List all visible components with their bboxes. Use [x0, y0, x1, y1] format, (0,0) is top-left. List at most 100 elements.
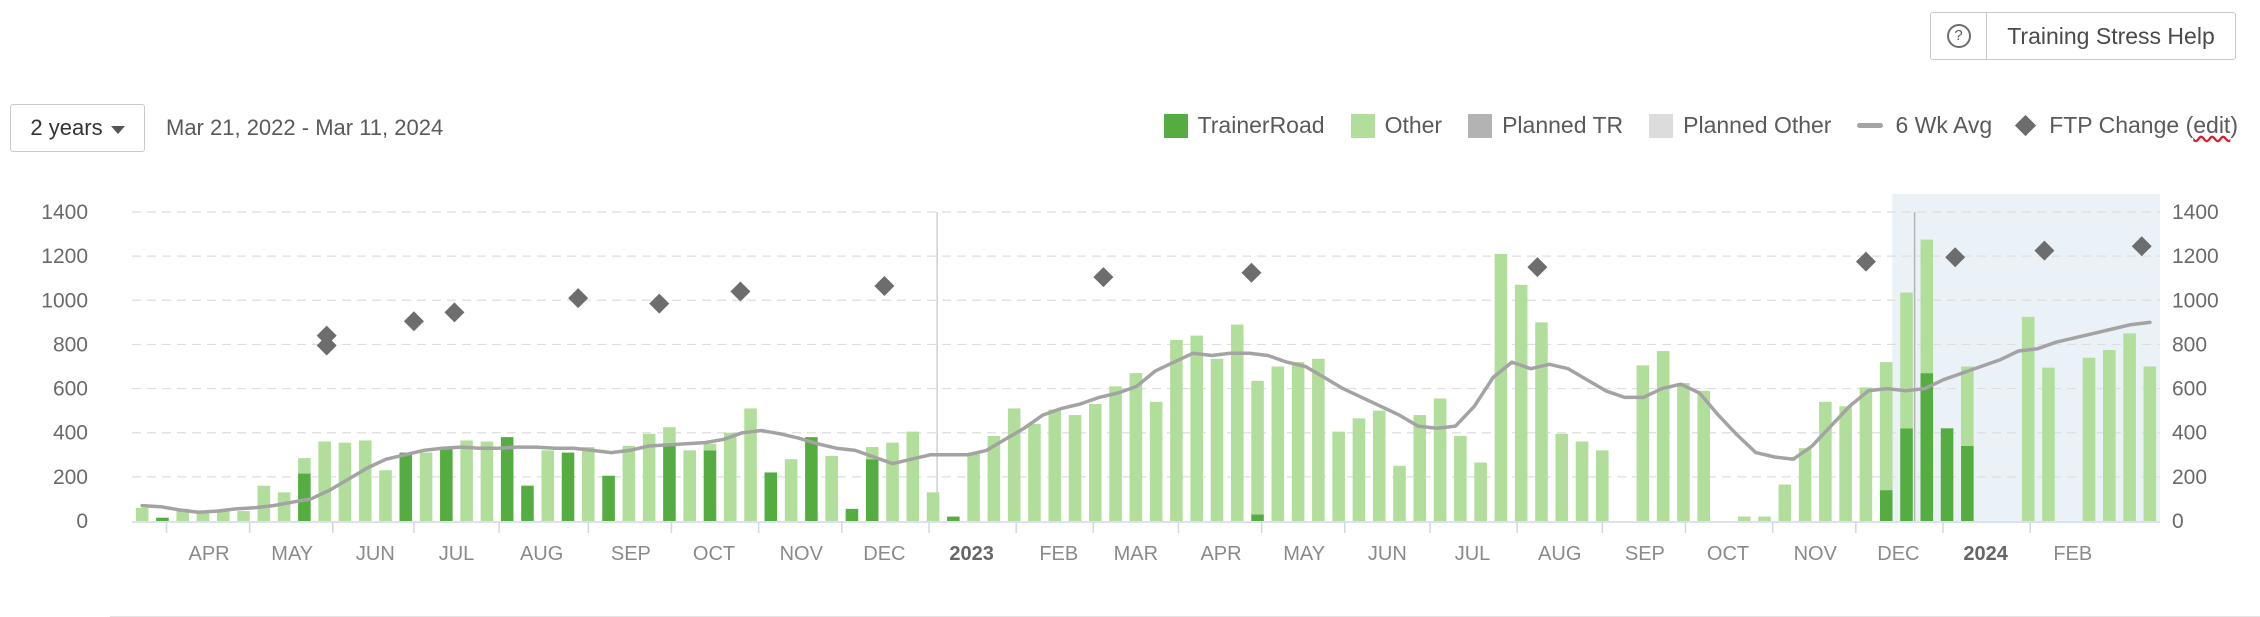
- x-tick-label: JUN: [1368, 543, 1407, 565]
- legend-label-planned-tr: Planned TR: [1502, 112, 1624, 138]
- bar-other: [379, 470, 392, 521]
- bar-other: [1879, 362, 1893, 491]
- bar-trainerroad: [602, 475, 615, 521]
- ftp-change-marker: [316, 335, 337, 356]
- bar-other: [1758, 516, 1771, 521]
- bar-other: [1555, 433, 1569, 521]
- bar-other: [1778, 484, 1792, 521]
- bar-other: [298, 458, 311, 474]
- bar-other: [1575, 441, 1589, 521]
- legend-item-avg[interactable]: 6 Wk Avg: [1857, 112, 1992, 139]
- bar-trainerroad: [1251, 514, 1264, 521]
- y-tick-label-right: 1200: [2172, 245, 2219, 268]
- bar-other: [1007, 408, 1021, 521]
- bar-trainerroad: [805, 437, 818, 521]
- ftp-change-marker: [1855, 251, 1876, 272]
- y-tick-label-right: 1400: [2172, 201, 2219, 224]
- range-select[interactable]: 2 years: [10, 104, 145, 152]
- x-tick-label: APR: [1200, 543, 1241, 565]
- bar-other: [825, 455, 838, 521]
- bar-other: [1433, 398, 1447, 521]
- y-tick-label-right: 400: [2172, 422, 2207, 445]
- bar-trainerroad: [1920, 373, 1934, 521]
- bar-other: [216, 509, 230, 521]
- bar-trainerroad: [947, 516, 960, 521]
- legend-label-ftp-prefix: FTP Change (: [2049, 112, 2194, 138]
- bar-other: [1170, 340, 1183, 521]
- legend-item-other[interactable]: Other: [1350, 112, 1443, 139]
- y-tick-label-left: 200: [53, 466, 88, 489]
- ftp-change-marker: [403, 311, 424, 332]
- bar-other: [784, 459, 798, 521]
- x-tick-label: FEB: [1039, 543, 1078, 565]
- bar-other: [926, 492, 940, 521]
- bar-other: [622, 445, 636, 521]
- bar-other: [1454, 436, 1467, 521]
- x-tick-label: AUG: [1538, 543, 1581, 565]
- ftp-edit-link[interactable]: edit: [2193, 112, 2231, 138]
- legend-label-planned-other: Planned Other: [1683, 112, 1832, 138]
- x-tick-label: SEP: [1625, 543, 1665, 565]
- x-tick-label: 2024: [1963, 543, 2008, 565]
- legend-item-planned-tr[interactable]: Planned TR: [1468, 112, 1623, 139]
- bar-trainerroad: [764, 472, 778, 521]
- bar-other: [1271, 366, 1285, 521]
- training-stress-help-button[interactable]: ? Training Stress Help: [1930, 12, 2236, 60]
- bar-other: [1535, 322, 1548, 521]
- y-tick-label-left: 400: [53, 422, 88, 445]
- bar-other: [582, 447, 595, 521]
- x-tick-label: OCT: [693, 543, 735, 565]
- bar-other: [1798, 448, 1812, 521]
- legend-item-ftp[interactable]: FTP Change (edit): [2015, 112, 2238, 139]
- bar-other: [1819, 401, 1832, 521]
- bar-other: [723, 432, 737, 521]
- bar-other: [886, 442, 899, 521]
- bar-other: [2082, 357, 2096, 521]
- ftp-change-marker: [874, 275, 895, 296]
- bar-other: [358, 440, 372, 521]
- bar-trainerroad: [298, 473, 311, 521]
- help-icon-wrap: ?: [1931, 13, 1987, 59]
- x-tick-label: AUG: [520, 543, 563, 565]
- x-tick-label: NOV: [780, 543, 824, 565]
- bar-other: [1109, 386, 1122, 521]
- bar-trainerroad: [399, 452, 413, 521]
- legend-item-trainerroad[interactable]: TrainerRoad: [1163, 112, 1325, 139]
- legend-label-other: Other: [1384, 112, 1443, 138]
- bar-other: [277, 492, 291, 521]
- bar-other: [2021, 316, 2035, 521]
- bar-other: [1210, 358, 1224, 521]
- y-tick-label-left: 1000: [41, 289, 88, 312]
- bar-other: [1028, 423, 1041, 521]
- ftp-change-marker: [444, 302, 465, 323]
- bar-other: [1251, 380, 1264, 515]
- y-tick-label-left: 0: [76, 510, 88, 533]
- bar-other: [906, 431, 920, 521]
- x-tick-label: 2023: [949, 543, 994, 565]
- x-tick-label: JUL: [439, 543, 475, 565]
- x-tick-label: MAY: [271, 543, 313, 565]
- bar-other: [318, 441, 331, 521]
- x-tick-label: JUN: [356, 543, 395, 565]
- legend-label-ftp-suffix: ): [2230, 112, 2238, 138]
- y-tick-label-left: 1200: [41, 245, 88, 268]
- bar-other: [237, 511, 250, 521]
- bar-other: [1413, 415, 1427, 521]
- other-swatch-icon: [1350, 113, 1375, 138]
- x-tick-label: MAY: [1283, 543, 1325, 565]
- bar-other: [1737, 516, 1751, 521]
- bar-other: [1291, 362, 1305, 521]
- ftp-change-marker: [649, 293, 670, 314]
- ftp-change-marker: [1093, 267, 1114, 288]
- bar-trainerroad: [156, 517, 169, 521]
- bar-trainerroad: [500, 437, 514, 521]
- bar-other: [744, 408, 757, 521]
- x-tick-label: APR: [189, 543, 230, 565]
- bar-other: [987, 436, 1001, 521]
- bar-other: [703, 443, 717, 451]
- bar-other: [480, 441, 494, 521]
- legend-item-planned-other[interactable]: Planned Other: [1649, 112, 1831, 139]
- bar-other: [663, 427, 676, 446]
- y-tick-label-right: 600: [2172, 378, 2207, 401]
